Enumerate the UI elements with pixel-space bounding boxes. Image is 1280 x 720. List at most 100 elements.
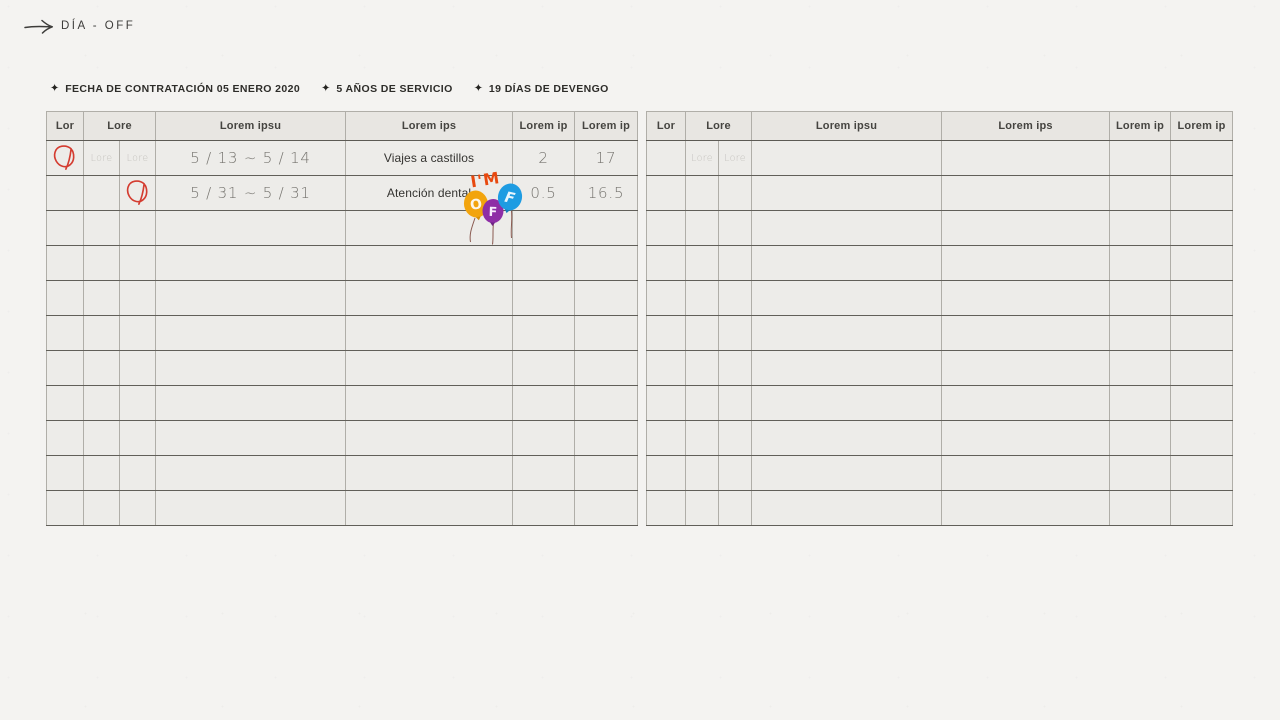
days-left-cell <box>574 455 639 491</box>
date-range-cell <box>751 385 943 421</box>
table-row <box>646 280 1234 316</box>
sparkle-icon: ✦ <box>50 82 60 94</box>
days-left-cell <box>1170 140 1234 176</box>
description-cell <box>345 315 514 351</box>
column-header: Lorem ipsu <box>751 111 943 141</box>
placeholder-cell <box>83 280 120 316</box>
placeholder-cell: Lore <box>685 140 719 176</box>
date-range-cell <box>751 280 943 316</box>
description-cell <box>941 420 1111 456</box>
date-range-cell: 5 / 13 ~ 5 / 14 <box>155 140 347 176</box>
description-cell <box>941 280 1111 316</box>
status-cell <box>46 420 84 456</box>
days-left-cell <box>1170 385 1234 421</box>
table-row <box>46 210 639 246</box>
placeholder-cell <box>118 455 157 491</box>
column-header: Lorem ip <box>512 111 576 141</box>
column-header: Lorem ip <box>1109 111 1172 141</box>
status-cell <box>646 315 686 351</box>
page-title: DÍA - OFF <box>61 20 136 32</box>
status-cell <box>646 420 686 456</box>
days-used-cell <box>1109 385 1172 421</box>
days-used-cell <box>1109 315 1172 351</box>
description-cell <box>941 350 1111 386</box>
date-range-cell <box>155 420 347 456</box>
days-used-cell <box>1109 420 1172 456</box>
table-row <box>646 350 1234 386</box>
table-row <box>46 490 639 526</box>
placeholder-cell <box>118 420 157 456</box>
days-used-cell <box>1109 245 1172 281</box>
placeholder-cell <box>717 385 753 421</box>
placeholder-cell <box>717 455 753 491</box>
table-row <box>646 175 1234 211</box>
days-left-cell <box>574 315 639 351</box>
column-header: Lorem ips <box>345 111 514 141</box>
days-used-cell <box>512 245 576 281</box>
placeholder-cell <box>118 385 157 421</box>
status-cell <box>46 210 84 246</box>
description-cell <box>345 420 514 456</box>
table-row: 5 / 31 ~ 5 / 31 Atención dental 0.5 16.5 <box>46 175 639 211</box>
days-used-cell <box>512 280 576 316</box>
days-left-cell <box>1170 420 1234 456</box>
page-header: DÍA - OFF <box>24 18 135 34</box>
table-row <box>46 385 639 421</box>
description-cell <box>941 140 1111 176</box>
meta-item-years-of-service: ✦ 5 AÑOS DE SERVICIO <box>321 83 453 96</box>
status-cell <box>646 245 686 281</box>
header-row: Lor Lore Lorem ipsu Lorem ips Lorem ip Lorem … <box>646 111 1234 141</box>
table-row <box>646 455 1234 491</box>
placeholder-cell <box>118 245 157 281</box>
description-cell <box>345 490 514 526</box>
placeholder-cell <box>717 350 753 386</box>
placeholder-cell <box>685 315 719 351</box>
placeholder-cell <box>685 350 719 386</box>
header-row: Lor Lore Lorem ipsu Lorem ips Lorem ip Lorem … <box>46 111 639 141</box>
status-cell <box>46 280 84 316</box>
days-used-cell <box>512 350 576 386</box>
date-range-cell <box>751 490 943 526</box>
days-left-cell <box>1170 280 1234 316</box>
placeholder-cell <box>717 245 753 281</box>
placeholder-cell <box>685 210 719 246</box>
description-cell <box>345 385 514 421</box>
column-header: Lorem ip <box>574 111 639 141</box>
days-left-cell <box>1170 245 1234 281</box>
status-cell <box>46 315 84 351</box>
status-cell <box>46 140 84 176</box>
days-used-cell <box>512 490 576 526</box>
status-cell <box>646 175 686 211</box>
days-left-cell <box>574 245 639 281</box>
days-left-cell <box>1170 455 1234 491</box>
table-row <box>646 385 1234 421</box>
days-left-cell: 17 <box>574 140 639 176</box>
column-header: Lorem ipsu <box>155 111 347 141</box>
meta-label: FECHA DE CONTRATACIÓN 05 ENERO 2020 <box>65 83 301 95</box>
days-used-cell <box>1109 455 1172 491</box>
placeholder-cell <box>685 490 719 526</box>
status-cell <box>46 350 84 386</box>
date-range-cell <box>751 315 943 351</box>
date-range-cell <box>155 315 347 351</box>
placeholder-cell <box>118 175 157 211</box>
column-header: Lor <box>46 111 84 141</box>
arrow-icon <box>24 19 54 34</box>
days-left-cell <box>1170 490 1234 526</box>
placeholder-cell <box>83 420 120 456</box>
placeholder-cell: Lore <box>83 140 120 176</box>
red-circle-annotation <box>52 142 78 172</box>
placeholder-cell: Lore <box>717 140 753 176</box>
meta-label: 19 DÍAS DE DEVENGO <box>488 83 609 95</box>
table-row <box>46 280 639 316</box>
table-row <box>646 210 1234 246</box>
date-range-cell <box>751 455 943 491</box>
status-cell <box>646 210 686 246</box>
status-cell <box>646 350 686 386</box>
placeholder-cell <box>83 175 120 211</box>
days-used-cell <box>512 210 576 246</box>
description-cell: Atención dental <box>345 175 514 211</box>
days-used-cell <box>512 385 576 421</box>
date-range-cell <box>751 420 943 456</box>
status-cell <box>46 455 84 491</box>
